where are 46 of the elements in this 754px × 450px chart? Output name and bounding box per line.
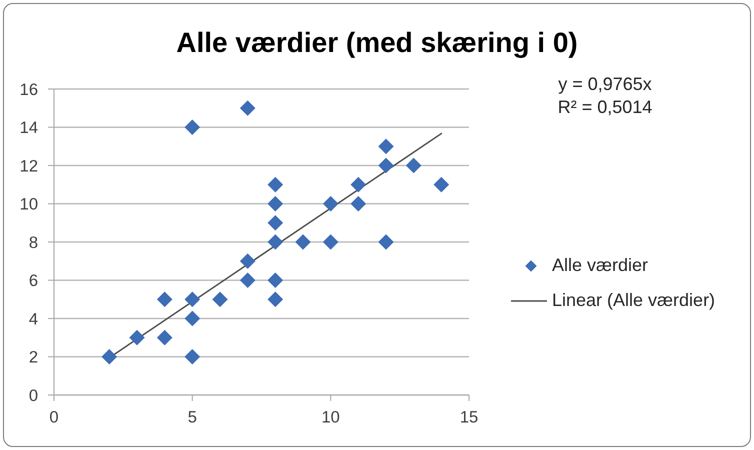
point bbox=[102, 349, 118, 364]
text: y = 0,9765x bbox=[557, 74, 653, 95]
x-tick-label: 5 bbox=[188, 408, 197, 427]
point bbox=[406, 158, 422, 174]
point bbox=[184, 349, 200, 364]
point bbox=[268, 196, 284, 212]
x-tick-label: 10 bbox=[321, 408, 340, 427]
point bbox=[240, 253, 256, 269]
y-tick-label: 2 bbox=[28, 348, 38, 367]
point bbox=[240, 272, 256, 288]
point bbox=[295, 234, 311, 250]
point bbox=[156, 292, 172, 308]
y-tick-label: 12 bbox=[20, 157, 38, 176]
y-tick-label: 0 bbox=[28, 386, 38, 405]
point bbox=[212, 292, 228, 308]
point bbox=[184, 310, 200, 326]
point bbox=[350, 196, 366, 212]
y-tick-label: 16 bbox=[20, 80, 38, 99]
point bbox=[240, 100, 256, 116]
x-tick-label: 0 bbox=[49, 408, 59, 427]
point bbox=[378, 234, 394, 250]
y-tick-label: 8 bbox=[28, 234, 38, 252]
point bbox=[184, 120, 200, 135]
y-tick-label: 10 bbox=[20, 196, 38, 214]
point bbox=[268, 215, 284, 231]
legend-label: Linear (Alle værdier) bbox=[552, 290, 716, 311]
point bbox=[350, 176, 366, 192]
point bbox=[129, 330, 145, 346]
y-tick-label: 4 bbox=[28, 310, 38, 328]
text: R² = 0,5014 bbox=[556, 97, 654, 118]
point bbox=[268, 272, 284, 288]
y-tick-label: 14 bbox=[20, 119, 38, 138]
point bbox=[268, 176, 284, 192]
point bbox=[322, 234, 338, 250]
chart-title: Alle værdier (med skæring i 0) bbox=[175, 27, 579, 59]
point bbox=[268, 292, 284, 308]
point bbox=[378, 158, 394, 174]
point bbox=[378, 138, 394, 154]
legend-label: Alle værdier bbox=[552, 255, 648, 276]
x-tick-label: 15 bbox=[460, 408, 478, 427]
point bbox=[184, 292, 200, 308]
point bbox=[434, 176, 450, 192]
point bbox=[268, 234, 284, 250]
point bbox=[322, 196, 338, 212]
y-tick-label: 6 bbox=[28, 272, 38, 290]
point bbox=[156, 330, 172, 346]
